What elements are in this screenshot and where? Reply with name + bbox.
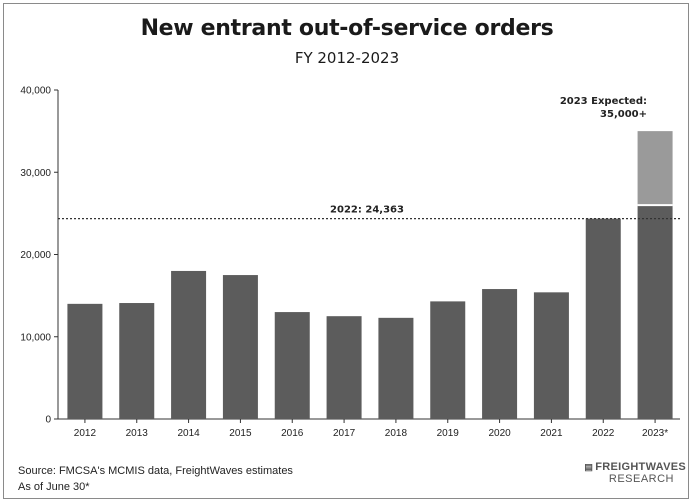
x-tick-label: 2018 [385,428,408,439]
chart-subtitle: FY 2012-2023 [294,49,400,67]
x-tick-label: 2020 [488,428,511,439]
x-tick-label: 2021 [540,428,563,439]
bar [119,303,155,419]
x-tick-label: 2019 [437,428,460,439]
bar [533,292,569,419]
bar [326,316,362,419]
y-tick-label: 10,000 [20,332,51,343]
x-tick-label: 2012 [74,428,97,439]
x-tick-label: 2023* [642,428,668,439]
x-tick-label: 2015 [229,428,252,439]
brand-subname: RESEARCH [608,473,674,485]
bar [222,275,258,419]
x-tick-label: 2017 [333,428,356,439]
x-tick-label: 2013 [126,428,149,439]
x-tick-label: 2014 [177,428,200,439]
bar [430,301,466,419]
bar [482,289,518,419]
x-tick-label: 2022 [592,428,615,439]
bar [171,270,207,419]
brand-name: FREIGHTWAVES [595,461,686,473]
reference-line-label: 2022: 24,363 [330,205,404,216]
bar [637,205,673,419]
bar [67,303,103,419]
freightwaves-logo-icon: ▤ [584,462,594,472]
annotation-line-2: 35,000+ [600,109,647,120]
source-text: Source: FMCSA's MCMIS data, FreightWaves… [18,465,293,477]
y-tick-label: 0 [45,415,51,426]
chart-title: New entrant out-of-service orders [140,16,554,41]
brand-logo: ▤ FREIGHTWAVES RESEARCH [546,461,686,485]
source-note: Source: FMCSA's MCMIS data, FreightWaves… [18,463,293,495]
bar [585,218,621,419]
x-tick-label: 2016 [281,428,304,439]
y-tick-label: 20,000 [20,250,51,261]
bar [274,312,310,419]
bar [378,317,414,419]
annotation-line-1: 2023 Expected: [560,96,647,107]
y-tick-label: 40,000 [20,86,51,97]
y-tick-label: 30,000 [20,168,51,179]
as-of-text: As of June 30* [18,481,90,493]
projected-bar [637,131,673,206]
